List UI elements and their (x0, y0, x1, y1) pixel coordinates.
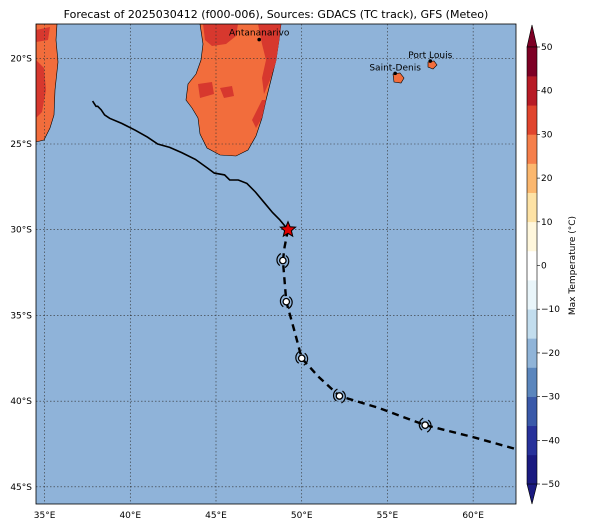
latitude-tick-label: 25°S (10, 140, 32, 150)
madagascar-hot-region (252, 100, 266, 128)
colorbar-segment (527, 309, 537, 339)
city-label: Antananarivo (229, 29, 290, 39)
city-label: Port Louis (408, 51, 452, 61)
colorbar-tick-label: 20 (541, 174, 553, 184)
longitude-tick-label: 55°E (377, 511, 399, 521)
longitude-tick-label: 40°E (119, 511, 141, 521)
africa-hot-region (36, 60, 46, 118)
colorbar-tick-label: 40 (541, 87, 553, 97)
land-masses: Antananarivo Port Louis Saint-Denis (36, 24, 516, 504)
map-area: Antananarivo Port Louis Saint-Denis (35, 23, 517, 505)
latitude-tick-label: 30°S (10, 226, 32, 236)
colorbar-tick-label: −40 (541, 436, 560, 446)
city-marker-icon (428, 59, 433, 63)
latitude-tick-label: 20°S (10, 54, 32, 64)
gridlines (36, 24, 516, 504)
madagascar-hot-region (220, 86, 234, 98)
longitude-tick-label: 60°E (462, 511, 484, 521)
ocean-background (36, 24, 516, 504)
reunion-island (392, 72, 405, 84)
africa-hot-region (36, 27, 50, 42)
map-title: Forecast of 2025030412 (f000-006), Sourc… (64, 8, 489, 21)
colorbar-min-extension (526, 483, 538, 505)
tropical-storm-icon (276, 253, 290, 269)
city-marker-icon (393, 71, 397, 76)
colorbar-tick-label: 10 (541, 218, 553, 228)
tropical-storm-icon (295, 350, 309, 366)
colorbar-segment (527, 367, 537, 397)
colorbar-segment (527, 221, 537, 252)
colorbar-tick-label: −10 (541, 305, 560, 315)
latitude-tick-label: 40°S (10, 397, 32, 407)
madagascar-hot-region (198, 82, 214, 98)
colorbar-label: Max Temperature (°C) (568, 216, 578, 315)
colorbar-segment (527, 76, 537, 106)
longitude-tick-label: 35°E (34, 511, 56, 521)
longitude-tick-label: 45°E (205, 511, 227, 521)
latitude-tick-label: 45°S (10, 483, 32, 493)
longitude-axis: 35°E 40°E 45°E 50°E 55°E 60°E (34, 511, 485, 521)
city-label: Saint-Denis (369, 63, 421, 73)
mauritius-island (427, 60, 438, 70)
current-position-star-icon (279, 220, 297, 238)
colorbar-segment (527, 192, 537, 223)
colorbar-segment (527, 425, 537, 456)
colorbar-tick-label: −30 (541, 393, 560, 403)
longitude-tick-label: 50°E (291, 511, 313, 521)
colorbar-tick-label: 50 (541, 43, 553, 53)
colorbar-segment (527, 163, 537, 193)
latitude-tick-label: 35°S (10, 311, 32, 321)
colorbar-tick-label: 30 (541, 130, 553, 140)
colorbar-segment (527, 105, 537, 135)
madagascar-hot-region (258, 24, 281, 94)
colorbar-max-extension (526, 24, 538, 48)
temperature-colorbar: 50 40 30 20 10 0 −10 −20 −30 −40 −50 (526, 24, 560, 505)
tropical-storm-icon (279, 294, 293, 310)
colorbar-segment (527, 396, 537, 427)
colorbar-segment (527, 338, 537, 368)
tropical-storm-icon (332, 388, 346, 404)
colorbar-tick-label: 0 (541, 262, 547, 272)
city-markers: Antananarivo Port Louis Saint-Denis (229, 29, 453, 76)
latitude-axis: 20°S 25°S 30°S 35°S 40°S 45°S (10, 54, 32, 493)
colorbar-segment (527, 454, 537, 485)
colorbar-segment (527, 47, 537, 77)
past-track-line (91, 100, 289, 231)
colorbar-tick-label: −20 (541, 349, 560, 359)
tropical-storm-icon (418, 417, 432, 433)
colorbar-segment (527, 134, 537, 164)
city-marker-icon (257, 37, 262, 42)
colorbar-segment (527, 250, 537, 281)
madagascar-hot-region (203, 24, 238, 46)
colorbar-tick-label: −50 (541, 480, 560, 490)
map-border (35, 23, 517, 505)
colorbar-segment (527, 280, 537, 310)
cyclone-track (91, 100, 516, 451)
